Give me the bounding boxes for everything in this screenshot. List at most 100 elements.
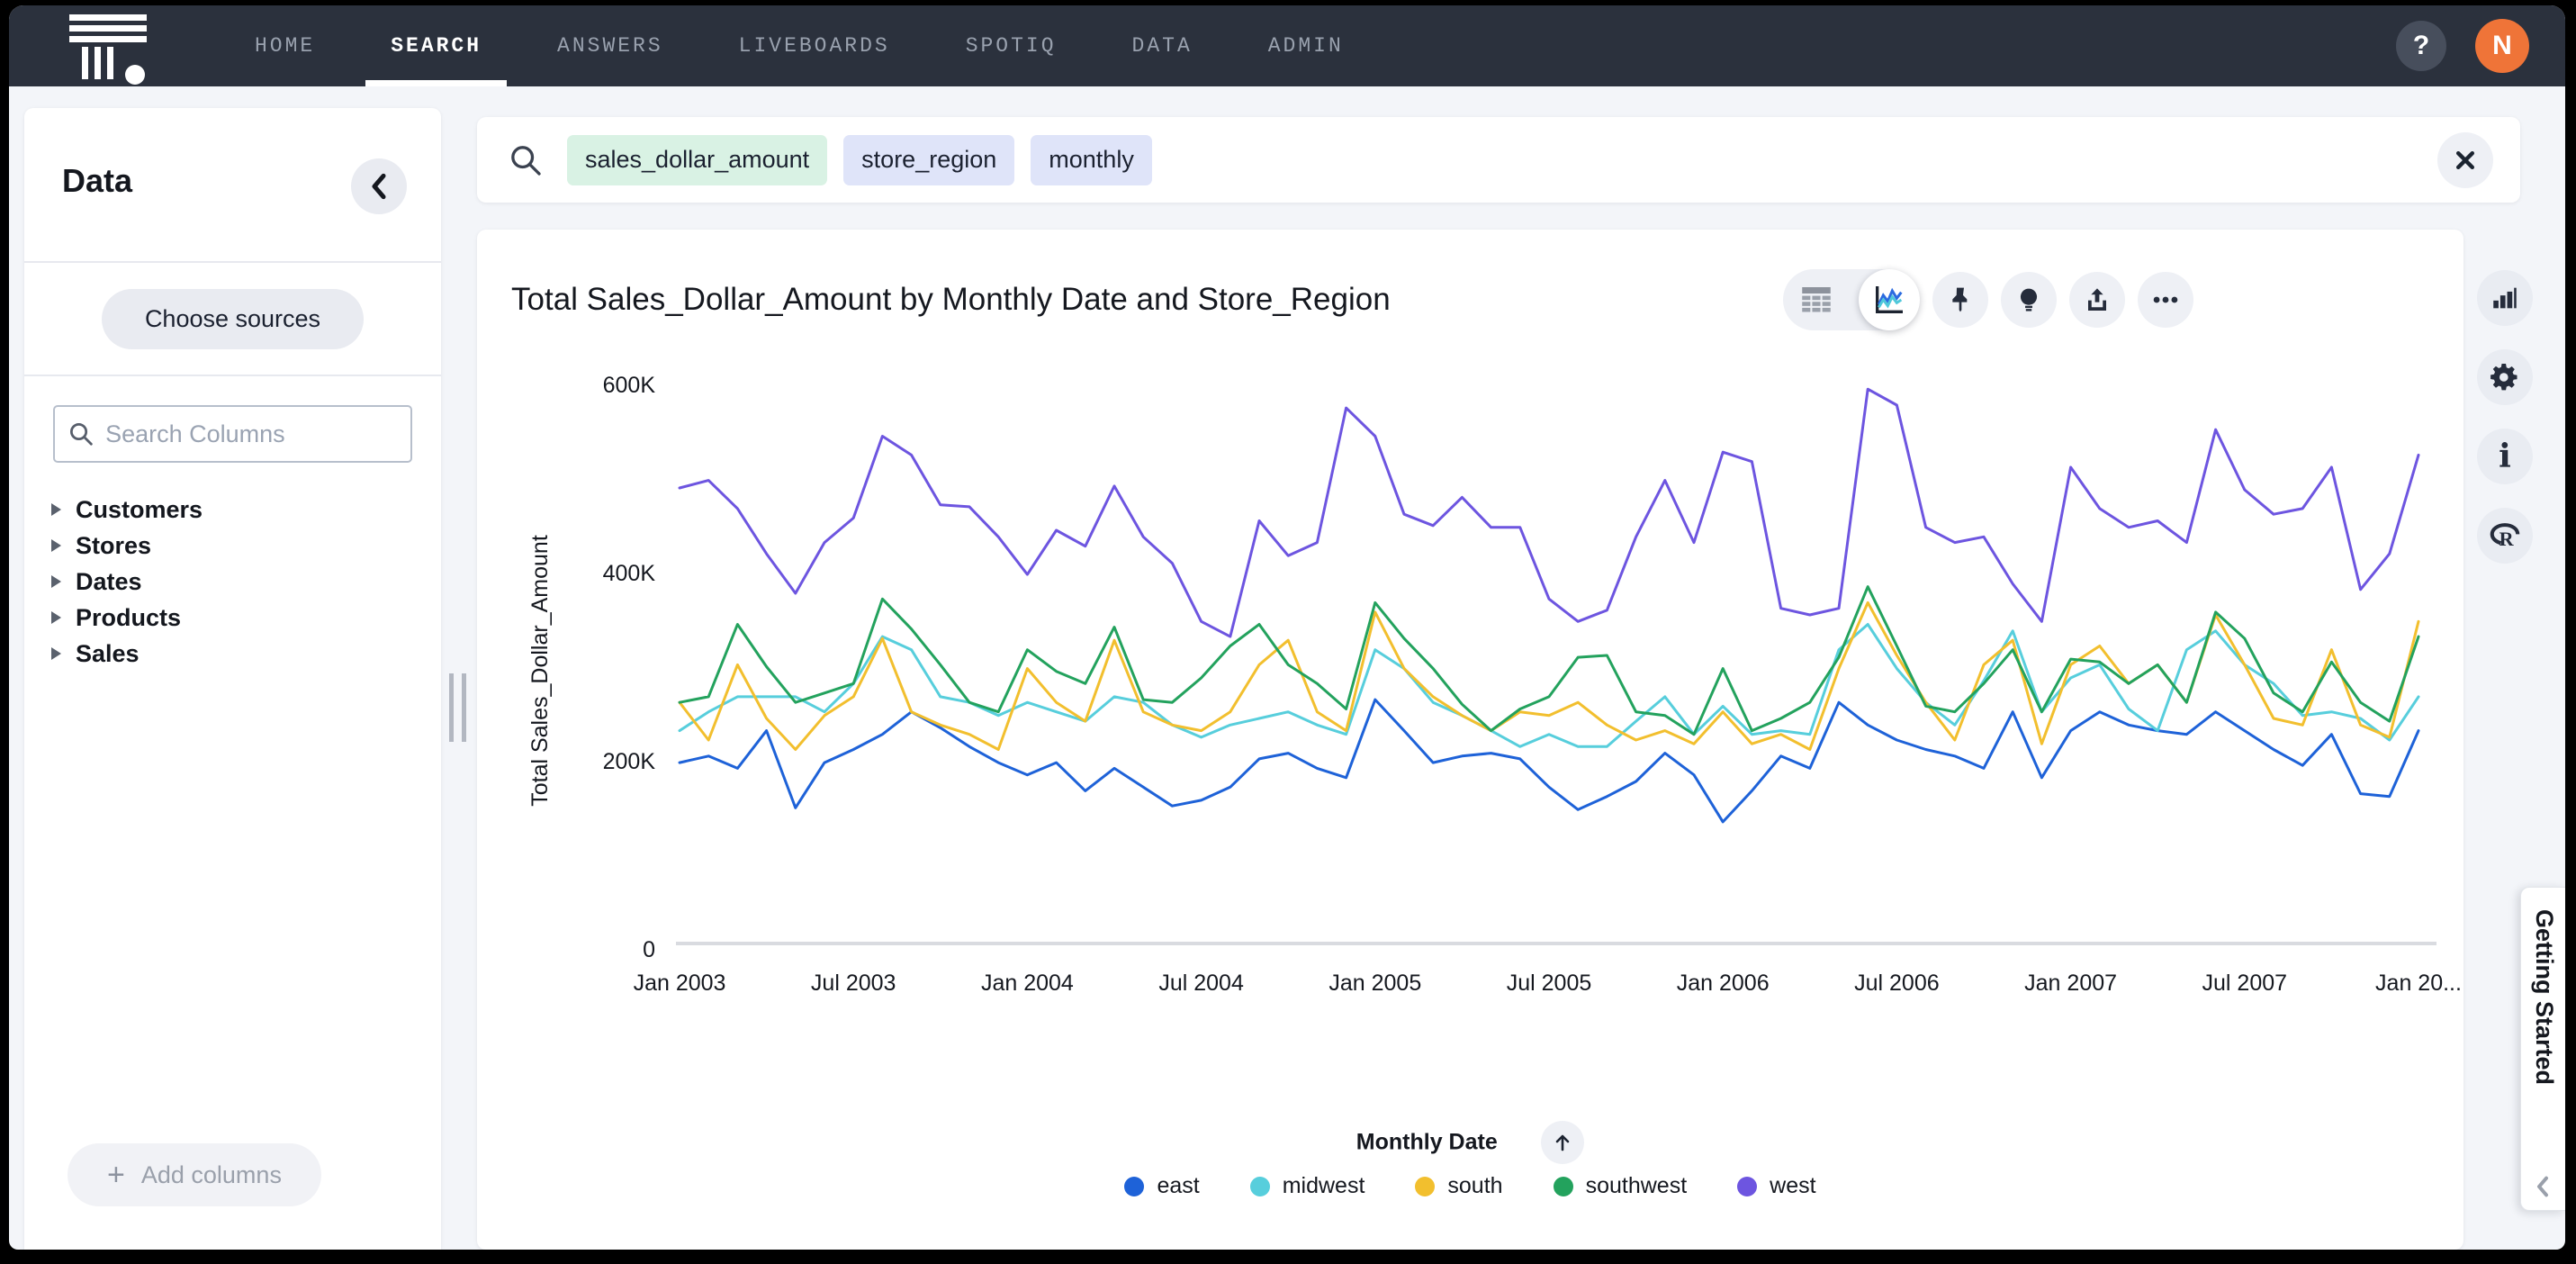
search-icon: [68, 419, 95, 449]
svg-text:Jul 2007: Jul 2007: [2202, 971, 2288, 996]
chart-info-button[interactable]: i: [2477, 429, 2533, 484]
expand-arrow-icon: [51, 503, 61, 516]
tree-item-stores[interactable]: Stores: [48, 528, 441, 564]
tree-item-dates[interactable]: Dates: [48, 564, 441, 600]
lightbulb-icon: [2014, 285, 2043, 314]
tree-item-customers[interactable]: Customers: [48, 492, 441, 528]
svg-text:Total Sales_Dollar_Amount: Total Sales_Dollar_Amount: [527, 535, 553, 807]
svg-text:Jul 2004: Jul 2004: [1158, 971, 1244, 996]
legend-label: southwest: [1586, 1173, 1688, 1199]
nav-item-spotiq[interactable]: SPOTIQ: [941, 5, 1082, 86]
bar-chart-icon: [2490, 283, 2520, 313]
svg-text:Jan 2006: Jan 2006: [1677, 971, 1770, 996]
expand-arrow-icon: [51, 611, 61, 624]
svg-text:200K: 200K: [603, 749, 656, 774]
svg-text:Jan 2004: Jan 2004: [981, 971, 1074, 996]
svg-text:600K: 600K: [603, 373, 656, 398]
expand-arrow-icon: [51, 575, 61, 588]
legend-label: south: [1447, 1173, 1502, 1199]
add-columns-label: Add columns: [141, 1161, 282, 1189]
collapse-panel-button[interactable]: [351, 158, 407, 214]
close-icon: [2454, 149, 2477, 172]
chevron-left-icon[interactable]: [2533, 1176, 2553, 1197]
search-token-measure[interactable]: sales_dollar_amount: [567, 135, 827, 185]
nav-item-search[interactable]: SEARCH: [365, 5, 507, 86]
tree-item-label: Sales: [76, 640, 140, 668]
panel-resize-handle[interactable]: [449, 673, 469, 742]
chart-view-button[interactable]: [1859, 269, 1920, 330]
plus-icon: +: [107, 1160, 125, 1190]
search-columns-box: [53, 405, 412, 463]
ellipsis-icon: [2150, 284, 2181, 315]
share-button[interactable]: [2069, 272, 2125, 328]
pin-button[interactable]: [1932, 272, 1988, 328]
r-logo-icon: R: [2488, 519, 2522, 553]
legend-dot: [1554, 1177, 1573, 1196]
user-avatar[interactable]: N: [2475, 19, 2529, 73]
legend-item-midwest[interactable]: midwest: [1250, 1173, 1365, 1199]
add-columns-button[interactable]: + Add columns: [68, 1143, 321, 1206]
tree-item-sales[interactable]: Sales: [48, 636, 441, 672]
svg-text:Jul 2003: Jul 2003: [811, 971, 896, 996]
tree-item-label: Customers: [76, 496, 203, 524]
x-axis-title-row: Monthly Date: [477, 1121, 2463, 1164]
r-analysis-button[interactable]: R: [2477, 508, 2533, 564]
svg-text:Jan 2003: Jan 2003: [634, 971, 726, 996]
arrow-up-icon: [1552, 1132, 1573, 1153]
more-options-button[interactable]: [2138, 272, 2193, 328]
expand-arrow-icon: [51, 647, 61, 660]
svg-text:400K: 400K: [603, 561, 656, 586]
svg-text:Jul 2005: Jul 2005: [1507, 971, 1592, 996]
column-tree: Customers Stores Dates Products Sales: [24, 484, 441, 672]
nav-item-data[interactable]: DATA: [1107, 5, 1218, 86]
svg-text:Jul 2006: Jul 2006: [1854, 971, 1940, 996]
search-token-attribute[interactable]: store_region: [843, 135, 1014, 185]
answer-card: Total Sales_Dollar_Amount by Monthly Dat…: [477, 230, 2463, 1250]
legend-item-south[interactable]: south: [1415, 1173, 1502, 1199]
data-panel: Data Choose sources Customers: [24, 108, 441, 1250]
thoughtspot-logo-icon[interactable]: [50, 5, 158, 85]
spotiq-insights-button[interactable]: [2001, 272, 2057, 328]
legend-dot: [1250, 1177, 1270, 1196]
legend-dot: [1415, 1177, 1435, 1196]
svg-text:Jan 2005: Jan 2005: [1329, 971, 1421, 996]
getting-started-label: Getting Started: [2530, 909, 2558, 1085]
change-visualization-button[interactable]: [2477, 270, 2533, 326]
sort-ascending-button[interactable]: [1541, 1121, 1584, 1164]
nav-item-admin[interactable]: ADMIN: [1243, 5, 1369, 86]
right-rail: i R: [2477, 270, 2533, 564]
chevron-left-icon: [367, 173, 391, 200]
nav-item-home[interactable]: HOME: [230, 5, 340, 86]
chart-settings-button[interactable]: [2477, 349, 2533, 405]
expand-arrow-icon: [51, 539, 61, 552]
nav-item-liveboards[interactable]: LIVEBOARDS: [714, 5, 915, 86]
getting-started-tab[interactable]: Getting Started: [2520, 887, 2565, 1211]
line-chart-icon: [1871, 282, 1907, 318]
svg-text:Jan 20...: Jan 20...: [2375, 971, 2462, 996]
chart-legend: east midwest south southwest west: [477, 1173, 2463, 1199]
search-columns-input[interactable]: [105, 420, 398, 448]
top-nav: HOME SEARCH ANSWERS LIVEBOARDS SPOTIQ DA…: [9, 5, 2565, 86]
help-button[interactable]: ?: [2396, 21, 2446, 71]
clear-search-button[interactable]: [2437, 132, 2493, 188]
answer-toolbar: [1783, 269, 2193, 330]
search-bar[interactable]: sales_dollar_amount store_region monthly: [477, 117, 2520, 203]
choose-sources-button[interactable]: Choose sources: [102, 289, 364, 349]
line-chart[interactable]: 600K400K200K0Total Sales_Dollar_AmountJa…: [477, 329, 2463, 1121]
legend-label: west: [1770, 1173, 1815, 1199]
pin-icon: [1946, 285, 1975, 314]
nav-right: ? N: [2396, 5, 2565, 86]
svg-text:Jan 2007: Jan 2007: [2024, 971, 2117, 996]
search-token-keyword[interactable]: monthly: [1031, 135, 1152, 185]
app-window: HOME SEARCH ANSWERS LIVEBOARDS SPOTIQ DA…: [9, 5, 2565, 1250]
legend-dot: [1124, 1177, 1144, 1196]
nav-item-answers[interactable]: ANSWERS: [532, 5, 689, 86]
legend-item-west[interactable]: west: [1737, 1173, 1815, 1199]
legend-dot: [1737, 1177, 1757, 1196]
legend-item-east[interactable]: east: [1124, 1173, 1199, 1199]
search-icon: [508, 142, 544, 178]
table-view-icon[interactable]: [1797, 281, 1835, 319]
data-panel-header: Data: [24, 108, 441, 263]
legend-item-southwest[interactable]: southwest: [1554, 1173, 1688, 1199]
tree-item-products[interactable]: Products: [48, 600, 441, 636]
